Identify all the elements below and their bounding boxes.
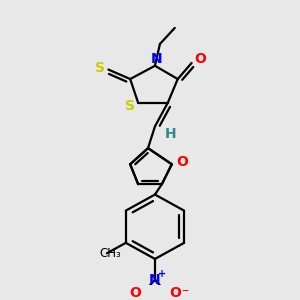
Text: O: O — [129, 286, 141, 300]
Text: N: N — [149, 273, 161, 287]
Text: O: O — [169, 286, 181, 300]
Text: O: O — [176, 155, 188, 170]
Text: O: O — [195, 52, 206, 66]
Text: S: S — [125, 100, 135, 113]
Text: CH₃: CH₃ — [99, 247, 121, 260]
Text: S: S — [95, 61, 106, 75]
Text: N: N — [151, 52, 163, 66]
Text: H: H — [165, 127, 177, 141]
Text: ⁻: ⁻ — [181, 286, 188, 300]
Text: +: + — [158, 269, 166, 279]
